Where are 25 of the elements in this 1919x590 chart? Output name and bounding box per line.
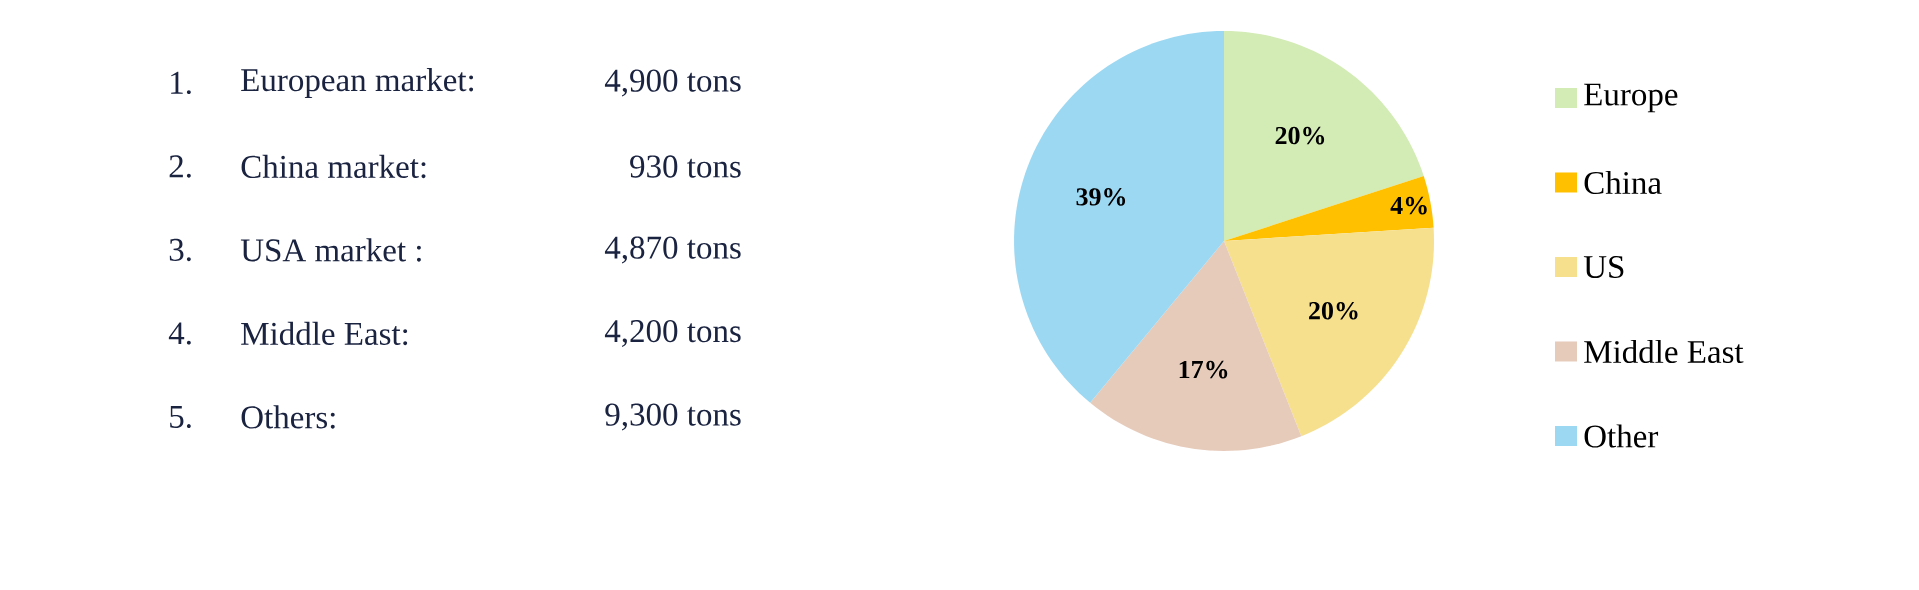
data-label: 39% xyxy=(1076,188,1126,206)
text: USA market : xyxy=(240,238,421,262)
legend-label: US xyxy=(1583,255,1624,279)
data-label: 20% xyxy=(1275,126,1325,145)
text: 4,870 tons xyxy=(604,236,741,264)
data-label: 20% xyxy=(1309,301,1358,320)
text: Others: xyxy=(241,405,335,429)
text: 4,200 tons xyxy=(604,319,741,347)
legend-label: Europe xyxy=(1584,83,1678,113)
text: 2. xyxy=(169,155,191,178)
legend-label: Other xyxy=(1584,424,1659,448)
data-label: 17% xyxy=(1179,360,1228,379)
data-label: 4% xyxy=(1390,196,1427,215)
text: 930 tons xyxy=(630,155,741,178)
text: 5. xyxy=(170,405,191,429)
text: 4,900 tons xyxy=(604,69,741,97)
text: European market: xyxy=(241,68,474,98)
text: 3. xyxy=(169,238,191,262)
text: 4. xyxy=(168,322,191,345)
text: 1. xyxy=(171,71,191,95)
text: Middle East: xyxy=(241,321,408,346)
legend-label: China xyxy=(1584,170,1662,195)
text: China market: xyxy=(241,154,426,179)
text: 9,300 tons xyxy=(605,403,741,431)
legend-label: Middle East xyxy=(1584,339,1744,364)
